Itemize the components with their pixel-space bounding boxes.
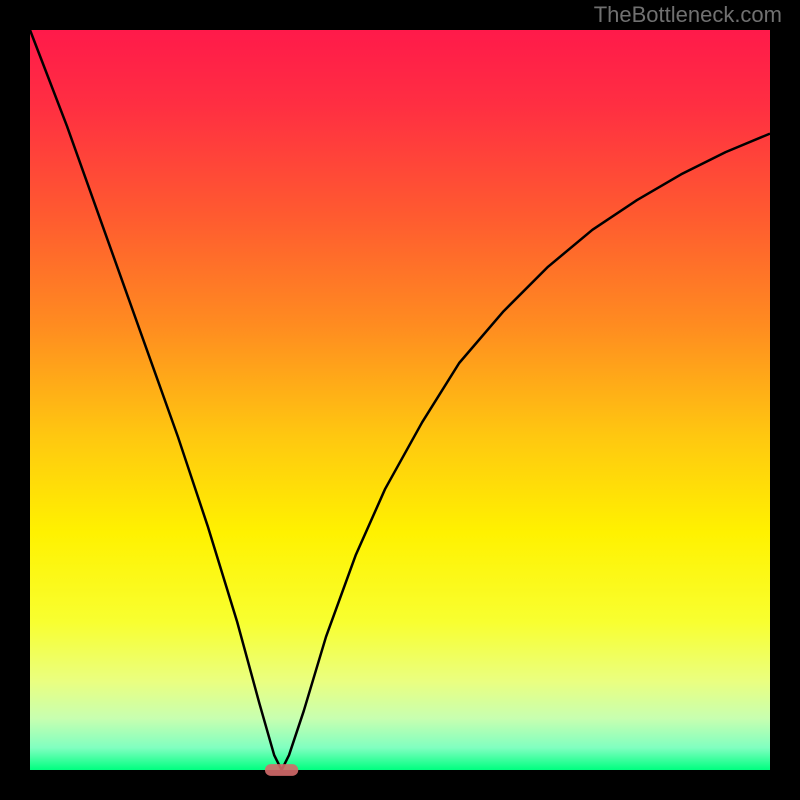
optimal-marker <box>265 764 298 776</box>
plot-background <box>30 30 770 770</box>
watermark-text: TheBottleneck.com <box>594 2 782 28</box>
bottleneck-chart <box>0 0 800 800</box>
chart-container: TheBottleneck.com <box>0 0 800 800</box>
